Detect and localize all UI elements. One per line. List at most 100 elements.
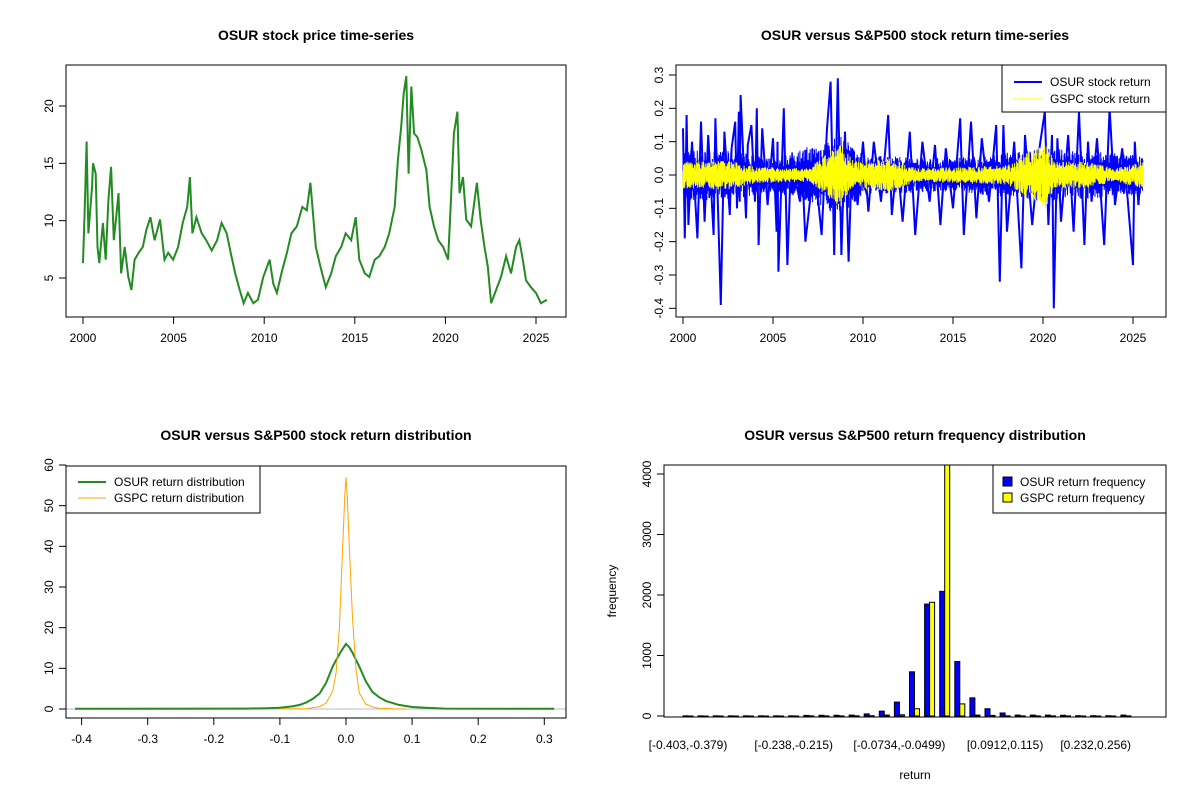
y-axis-label: -0.2: [652, 231, 666, 252]
legend: [992, 464, 1167, 514]
y-axis-label: 10: [42, 661, 56, 675]
legend-label: GSPC return frequency: [1020, 491, 1145, 505]
osur-bar: [893, 701, 900, 717]
gspc-bar: [823, 715, 830, 717]
x-axis-label: -0.3: [137, 732, 158, 746]
x-axis-label: 2000: [70, 331, 97, 345]
x-axis-label: 0.0: [338, 732, 355, 746]
osur-bar: [939, 590, 946, 717]
gspc-bar: [868, 715, 875, 717]
osur-bar: [1014, 714, 1021, 717]
gspc-bar: [974, 714, 981, 717]
gspc-bar: [1049, 715, 1056, 717]
legend-label: OSUR return frequency: [1020, 475, 1145, 489]
gspc-bar: [1080, 715, 1087, 717]
gspc-bar: [1095, 715, 1102, 717]
osur-bar: [1060, 714, 1066, 717]
chart-title: OSUR versus S&P500 stock return distribu…: [160, 427, 471, 443]
gspc-bar: [959, 703, 966, 717]
x-axis-label: [-0.0734,-0.0499): [853, 738, 945, 752]
y-axis-label: 15: [42, 156, 56, 170]
x-axis-label: -0.4: [71, 732, 92, 746]
osur-bar: [682, 715, 689, 717]
gspc-bar: [898, 714, 905, 717]
gspc-bar: [702, 715, 709, 717]
y-axis-label: -0.3: [652, 264, 666, 285]
gspc-bar: [883, 714, 890, 717]
osur-bar: [984, 708, 991, 717]
gspc-bar: [1110, 715, 1117, 717]
x-axis-label: [-0.238,-0.215): [754, 738, 833, 752]
gspc-bar: [838, 715, 845, 717]
osur-bar: [742, 715, 749, 717]
y-axis-label: 20: [42, 99, 56, 113]
gspc-density-line: [279, 477, 406, 710]
x-axis-label: [0.0912,0.115): [967, 738, 1044, 752]
y-axis-label: 60: [42, 458, 56, 472]
x-axis-label: 0.3: [536, 732, 553, 746]
osur-bar: [863, 713, 870, 717]
gspc-bar: [853, 715, 860, 717]
y-axis-label: 0.0: [652, 166, 666, 183]
y-axis-label: 0.1: [652, 133, 666, 150]
osur-bar: [1105, 715, 1112, 717]
y-axis-label: 50: [42, 499, 56, 513]
x-axis-label: 2025: [1120, 331, 1147, 345]
gspc-bar: [763, 715, 769, 717]
osur-bar: [1044, 714, 1051, 717]
return-series: [682, 78, 1144, 309]
y-axis-label: 0: [42, 705, 56, 712]
x-axis-label: 2010: [251, 331, 278, 345]
x-axis-label: 2015: [940, 331, 967, 345]
y-axis-label: 20: [42, 621, 56, 635]
osur-bar: [848, 714, 855, 717]
y-axis-label: 40: [42, 539, 56, 553]
gspc-bar: [989, 714, 996, 717]
gspc-bar: [747, 715, 754, 717]
osur-bar: [1120, 714, 1127, 717]
x-axis-label: 0.1: [404, 732, 421, 746]
gspc-return-line: [682, 145, 1144, 208]
x-axis-label: 2025: [523, 331, 550, 345]
gspc-bar: [793, 715, 800, 717]
gspc-bar: [717, 715, 724, 717]
price-line: [82, 76, 548, 307]
osur-density-line: [74, 642, 555, 710]
gspc-bar: [1019, 715, 1026, 717]
x-axis-label: 2020: [432, 331, 459, 345]
legend-label: GSPC stock return: [1050, 92, 1150, 106]
osur-bar: [954, 661, 961, 717]
x-axis-label: -0.1: [270, 732, 291, 746]
gspc-bar: [732, 715, 739, 717]
osur-bar: [1090, 715, 1097, 717]
x-axis-label: 2000: [670, 331, 697, 345]
gspc-bar: [778, 715, 785, 717]
x-axis-label: 2005: [760, 331, 787, 345]
legend-label: OSUR return distribution: [114, 475, 245, 489]
osur-bar: [727, 715, 734, 717]
y-axis-label: 2000: [640, 581, 654, 608]
legend: [1001, 64, 1167, 113]
osur-bar: [878, 710, 885, 717]
chart-title: OSUR stock price time-series: [218, 27, 414, 43]
gspc-bar: [944, 465, 951, 717]
x-axis-label: -0.2: [203, 732, 224, 746]
legend-gspc-swatch: [1002, 492, 1013, 503]
gspc-bar: [1125, 715, 1132, 717]
osur-bar: [773, 715, 780, 717]
y-axis-label: 0.2: [652, 100, 666, 117]
y-axis-label: -0.4: [652, 298, 666, 319]
gspc-bar: [1034, 715, 1041, 717]
gspc-bar: [1065, 715, 1071, 717]
osur-bar: [924, 603, 931, 717]
y-axis-label: 0: [640, 712, 654, 719]
x-axis-label: 2010: [850, 331, 877, 345]
gspc-bar: [687, 715, 694, 717]
osur-bar: [697, 715, 704, 717]
osur-bar: [818, 714, 825, 717]
osur-bar: [1029, 714, 1036, 717]
osur-bar: [712, 715, 719, 717]
y-axis-label: 0.3: [652, 66, 666, 83]
osur-bar: [788, 715, 795, 717]
osur-bar: [909, 671, 915, 717]
